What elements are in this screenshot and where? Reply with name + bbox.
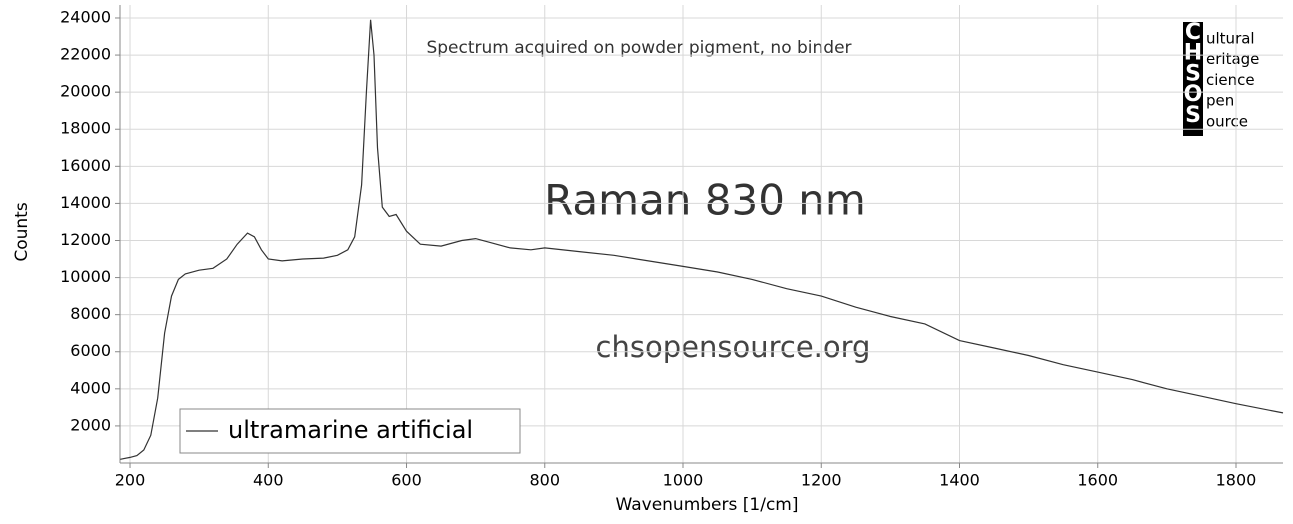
logo-bar xyxy=(1183,22,1203,136)
y-tick-label: 22000 xyxy=(60,45,111,64)
y-tick-label: 14000 xyxy=(60,193,111,212)
x-tick-label: 800 xyxy=(529,471,560,490)
y-tick-label: 8000 xyxy=(70,304,111,323)
x-tick-label: 1000 xyxy=(663,471,704,490)
logo-word: ource xyxy=(1206,112,1248,130)
logo-word: cience xyxy=(1206,71,1255,89)
y-tick-label: 12000 xyxy=(60,230,111,249)
y-tick-label: 18000 xyxy=(60,119,111,138)
subtitle: Spectrum acquired on powder pigment, no … xyxy=(426,38,851,58)
legend-label: ultramarine artificial xyxy=(228,416,473,444)
series-line xyxy=(120,19,1284,460)
y-tick-label: 2000 xyxy=(70,415,111,434)
y-tick-label: 10000 xyxy=(60,267,111,286)
logo-letter: S xyxy=(1185,61,1201,86)
x-tick-label: 1800 xyxy=(1216,471,1257,490)
watermark: chsopensource.org xyxy=(596,330,871,364)
x-tick-label: 1400 xyxy=(939,471,980,490)
logo-letter: H xyxy=(1184,41,1202,66)
y-tick-label: 20000 xyxy=(60,82,111,101)
logo-word: pen xyxy=(1206,92,1234,110)
y-axis-label: Counts xyxy=(12,202,32,261)
logo-letter: O xyxy=(1184,82,1203,107)
x-tick-label: 1600 xyxy=(1077,471,1118,490)
y-tick-label: 16000 xyxy=(60,156,111,175)
logo-letter: S xyxy=(1185,103,1201,128)
y-tick-label: 4000 xyxy=(70,378,111,397)
logo-word: ultural xyxy=(1206,30,1255,48)
x-tick-label: 200 xyxy=(115,471,146,490)
x-axis-label: Wavenumbers [1/cm] xyxy=(616,495,799,515)
x-tick-label: 400 xyxy=(253,471,284,490)
logo-letter: C xyxy=(1185,20,1201,45)
chart-title: Raman 830 nm xyxy=(544,176,866,225)
y-tick-label: 6000 xyxy=(70,341,111,360)
logo-word: eritage xyxy=(1206,50,1259,68)
y-tick-label: 24000 xyxy=(60,7,111,26)
x-tick-label: 1200 xyxy=(801,471,842,490)
x-tick-label: 600 xyxy=(391,471,422,490)
legend-box xyxy=(179,408,521,454)
